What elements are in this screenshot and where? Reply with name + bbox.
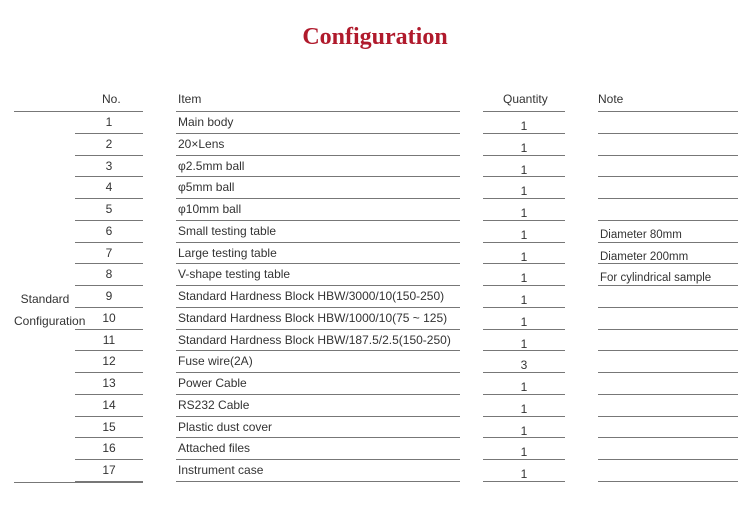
header-item: Item xyxy=(178,92,202,106)
cell-no: 8 xyxy=(75,264,143,286)
cell-item: Main body xyxy=(176,112,460,134)
cell-quantity: 3 xyxy=(483,351,565,373)
page-title: Configuration xyxy=(302,24,448,50)
cell-item: RS232 Cable xyxy=(176,395,460,417)
cell-no: 16 xyxy=(75,438,143,460)
cell-quantity: 1 xyxy=(483,373,565,395)
cell-quantity: 1 xyxy=(483,177,565,199)
cell-no: 7 xyxy=(75,243,143,265)
cell-quantity: 1 xyxy=(483,112,565,134)
cell-note xyxy=(598,395,738,417)
cell-note xyxy=(598,460,738,482)
cell-item: Instrument case xyxy=(176,460,460,482)
cell-note xyxy=(598,351,738,373)
cell-item: Small testing table xyxy=(176,221,460,243)
cell-item: 20×Lens xyxy=(176,134,460,156)
cell-note: For cylindrical sample xyxy=(598,264,738,286)
cell-quantity: 1 xyxy=(483,286,565,308)
cell-note xyxy=(598,308,738,330)
cell-note xyxy=(598,438,738,460)
cell-no: 11 xyxy=(75,330,143,352)
cell-item: Large testing table xyxy=(176,243,460,265)
cell-note xyxy=(598,112,738,134)
cell-item: Fuse wire(2A) xyxy=(176,351,460,373)
cell-note xyxy=(598,417,738,439)
header-quantity: Quantity xyxy=(503,92,548,106)
cell-quantity: 1 xyxy=(483,308,565,330)
no-column: 1 2 3 4 5 6 7 8 9 10 11 12 13 14 15 16 17 xyxy=(75,111,143,482)
header-note: Note xyxy=(598,92,624,106)
cell-note: Diameter 200mm xyxy=(598,243,738,265)
cell-no: 14 xyxy=(75,395,143,417)
cell-item: Standard Hardness Block HBW/3000/10(150-… xyxy=(176,286,460,308)
cell-no: 6 xyxy=(75,221,143,243)
cell-quantity: 1 xyxy=(483,243,565,265)
cell-note xyxy=(598,177,738,199)
cell-quantity: 1 xyxy=(483,438,565,460)
cell-quantity: 1 xyxy=(483,395,565,417)
cell-no: 10 xyxy=(75,308,143,330)
cell-quantity: 1 xyxy=(483,417,565,439)
cell-quantity: 1 xyxy=(483,156,565,178)
cell-quantity: 1 xyxy=(483,134,565,156)
cell-no: 1 xyxy=(75,112,143,134)
cell-item: Power Cable xyxy=(176,373,460,395)
cell-no: 17 xyxy=(75,460,143,482)
cell-note xyxy=(598,373,738,395)
cell-no: 5 xyxy=(75,199,143,221)
cell-no: 15 xyxy=(75,417,143,439)
cell-item: Plastic dust cover xyxy=(176,417,460,439)
cell-item: φ2.5mm ball xyxy=(176,156,460,178)
standard-configuration-group: Standard Configuration xyxy=(14,111,143,483)
cell-no: 3 xyxy=(75,156,143,178)
note-column: Diameter 80mm Diameter 200mm For cylindric… xyxy=(598,111,738,482)
cell-no: 9 xyxy=(75,286,143,308)
header-no: No. xyxy=(102,92,121,106)
item-column: Main body 20×Lens φ2.5mm ball φ5mm ball φ10m… xyxy=(176,111,460,482)
cell-quantity: 1 xyxy=(483,264,565,286)
cell-note: Diameter 80mm xyxy=(598,221,738,243)
cell-note xyxy=(598,330,738,352)
cell-note xyxy=(598,199,738,221)
cell-quantity: 1 xyxy=(483,221,565,243)
group-label: Standard Configuration xyxy=(14,292,86,328)
cell-item: Standard Hardness Block HBW/1000/10(75 ~… xyxy=(176,308,460,330)
cell-no: 12 xyxy=(75,351,143,373)
cell-item: φ10mm ball xyxy=(176,199,460,221)
cell-item: V-shape testing table xyxy=(176,264,460,286)
cell-item: φ5mm ball xyxy=(176,177,460,199)
cell-no: 4 xyxy=(75,177,143,199)
cell-item: Attached files xyxy=(176,438,460,460)
cell-quantity: 1 xyxy=(483,330,565,352)
cell-no: 13 xyxy=(75,373,143,395)
cell-note xyxy=(598,286,738,308)
cell-quantity: 1 xyxy=(483,199,565,221)
cell-quantity: 1 xyxy=(483,460,565,482)
cell-no: 2 xyxy=(75,134,143,156)
cell-note xyxy=(598,156,738,178)
cell-item: Standard Hardness Block HBW/187.5/2.5(15… xyxy=(176,330,460,352)
cell-note xyxy=(598,134,738,156)
